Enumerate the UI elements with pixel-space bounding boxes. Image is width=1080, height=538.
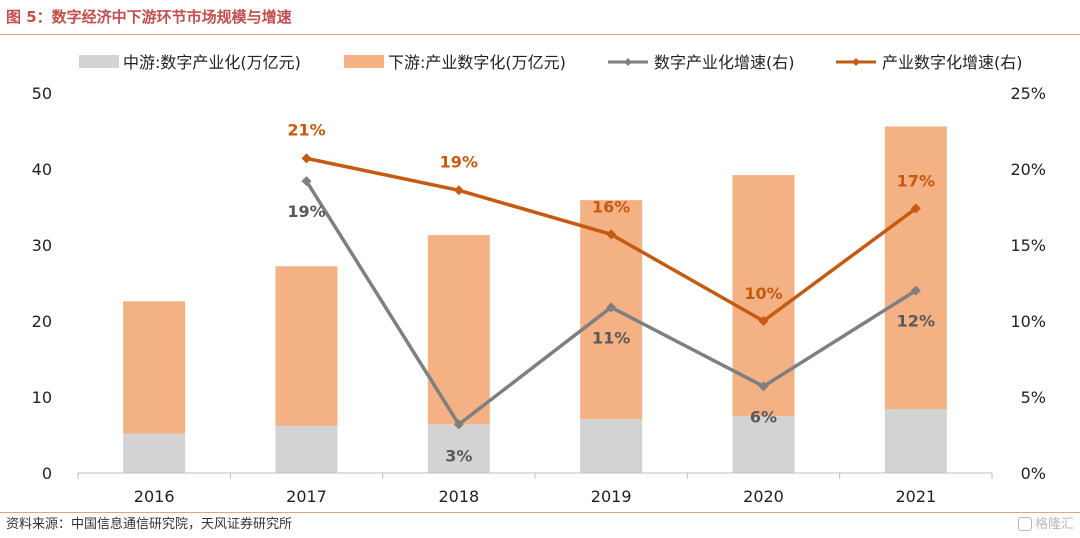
legend-downstream-swatch xyxy=(344,55,384,68)
x-tick-label: 2021 xyxy=(895,487,936,506)
x-tick-label: 2019 xyxy=(591,487,632,506)
legend-downstream-growth-swatch-marker xyxy=(852,58,860,66)
bar-downstream xyxy=(884,126,947,410)
x-tick-label: 2018 xyxy=(438,487,479,506)
midstream-growth-marker xyxy=(453,419,464,430)
top-divider xyxy=(0,34,1080,35)
right-axis-ticks: 0% 5% 10% 15% 20% 25% xyxy=(1010,84,1046,483)
y-right-tick-label: 5% xyxy=(1021,388,1046,407)
downstream-growth-marker xyxy=(453,185,464,196)
midstream-growth-label: 19% xyxy=(287,202,325,221)
y-right-tick-label: 20% xyxy=(1010,160,1046,179)
figure-title: 图 5：数字经济中下游环节市场规模与增速 xyxy=(6,8,292,26)
bar-downstream xyxy=(427,235,490,425)
bar-midstream xyxy=(275,425,338,473)
y-left-tick-label: 50 xyxy=(32,84,52,103)
bar-midstream xyxy=(580,419,643,473)
y-left-tick-label: 0 xyxy=(42,464,52,483)
source-note: 资料来源：中国信息通信研究院，天风证券研究所 xyxy=(6,517,293,532)
watermark-logo-icon xyxy=(1017,517,1032,531)
midstream-growth-marker xyxy=(606,302,617,313)
x-axis-ticks: 2016 2017 2018 2019 2020 2021 xyxy=(77,473,993,506)
legend: 中游:数字产业化(万亿元) 下游:产业数字化(万亿元) 数字产业化增速(右) 产业数字… xyxy=(79,53,1023,72)
downstream-growth-label: 17% xyxy=(897,172,935,191)
bar-midstream xyxy=(123,433,186,473)
y-left-tick-label: 10 xyxy=(32,388,52,407)
watermark-text: 格隆汇 xyxy=(1034,517,1074,532)
x-tick-label: 2017 xyxy=(286,487,327,506)
data-labels: 19% 3% 11% 6% 12% 21% 19% 16% 10% 17% xyxy=(287,120,935,465)
midstream-growth-label: 6% xyxy=(750,407,777,426)
downstream-growth-label: 21% xyxy=(287,120,325,139)
y-left-tick-label: 30 xyxy=(32,236,52,255)
y-right-tick-label: 15% xyxy=(1010,236,1046,255)
legend-midstream-label: 中游:数字产业化(万亿元) xyxy=(123,53,301,72)
y-left-tick-label: 20 xyxy=(32,312,52,331)
watermark: 格隆汇 xyxy=(1017,514,1074,536)
bar-midstream xyxy=(884,409,947,473)
midstream-growth-label: 11% xyxy=(592,328,630,347)
bottom-divider xyxy=(0,512,1080,513)
legend-midstream-swatch xyxy=(79,55,119,68)
bar-downstream xyxy=(275,266,338,426)
left-axis-ticks: 0 10 20 30 40 50 xyxy=(32,84,52,483)
downstream-growth-label: 10% xyxy=(744,284,782,303)
downstream-growth-marker xyxy=(910,203,921,214)
y-right-tick-label: 0% xyxy=(1021,464,1046,483)
bar-midstream xyxy=(732,416,795,473)
midstream-growth-label: 12% xyxy=(897,312,935,331)
y-right-tick-label: 25% xyxy=(1010,84,1046,103)
x-tick-label: 2020 xyxy=(743,487,784,506)
bars xyxy=(123,126,947,473)
legend-downstream-growth-label: 产业数字化增速(右) xyxy=(882,53,1023,72)
bar-downstream xyxy=(123,301,186,434)
bar-midstream xyxy=(427,424,490,473)
y-left-tick-label: 40 xyxy=(32,160,52,179)
legend-downstream-label: 下游:产业数字化(万亿元) xyxy=(388,53,566,72)
midstream-growth-marker xyxy=(910,285,921,296)
downstream-growth-label: 19% xyxy=(440,152,478,171)
x-tick-label: 2016 xyxy=(134,487,175,506)
legend-midstream-growth-swatch-marker xyxy=(624,58,632,66)
downstream-growth-marker xyxy=(606,229,617,240)
midstream-growth-label: 3% xyxy=(445,446,472,465)
downstream-growth-marker xyxy=(301,153,312,164)
midstream-growth-marker xyxy=(758,381,769,392)
y-right-tick-label: 10% xyxy=(1010,312,1046,331)
downstream-growth-marker xyxy=(758,316,769,326)
growth-lines xyxy=(301,153,921,430)
downstream-growth-label: 16% xyxy=(592,197,630,216)
legend-midstream-growth-label: 数字产业化增速(右) xyxy=(654,53,795,72)
midstream-growth-marker xyxy=(301,176,312,187)
